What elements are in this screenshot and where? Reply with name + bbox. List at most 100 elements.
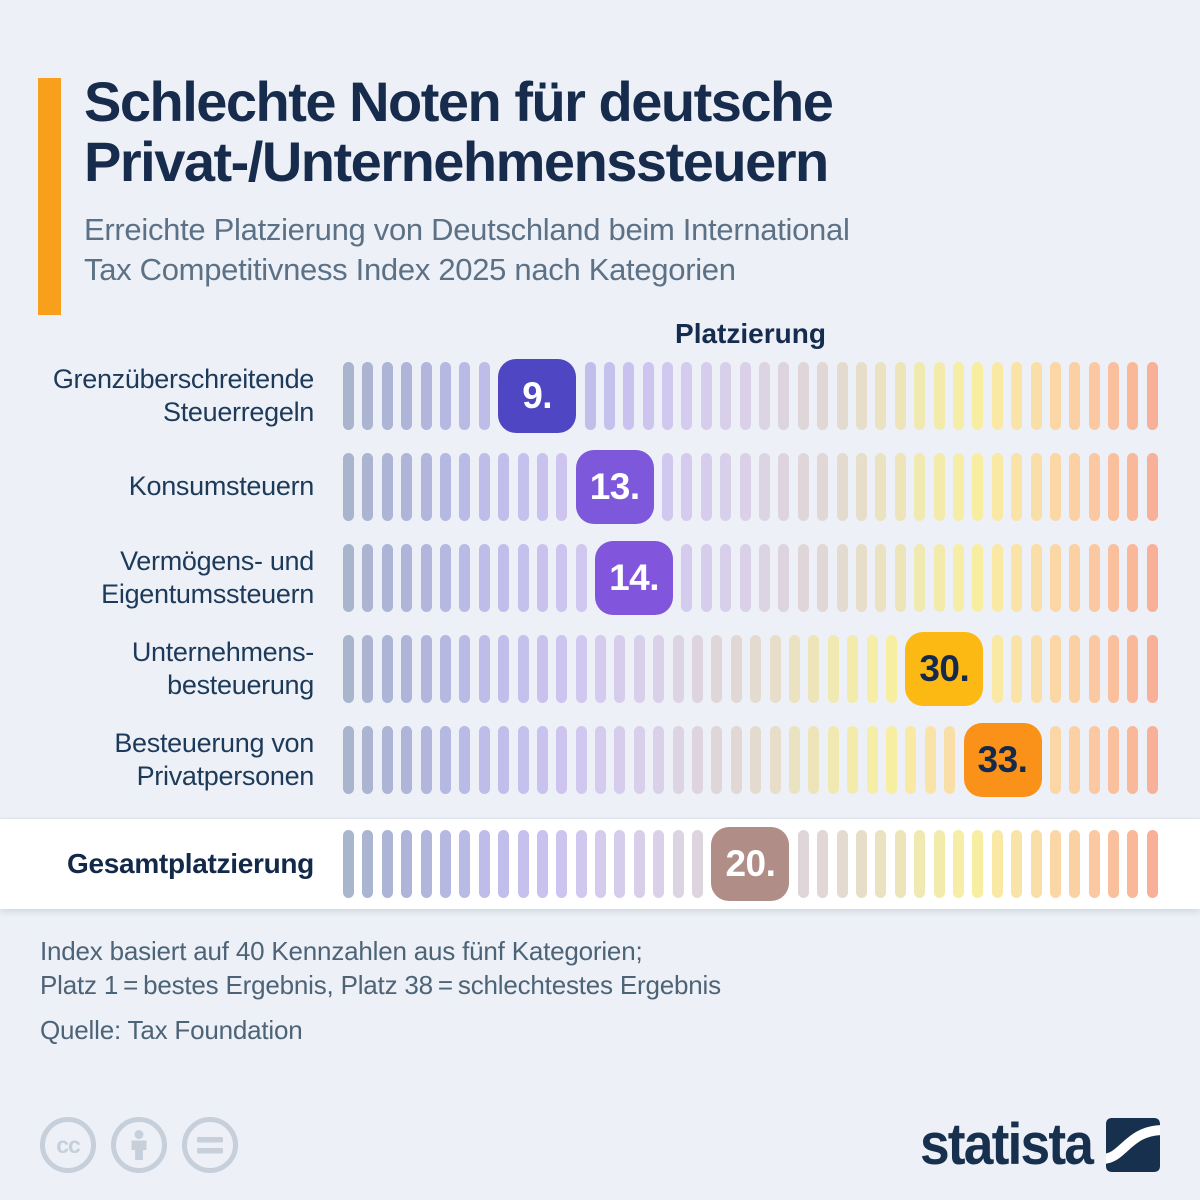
scale-pill [700, 543, 712, 612]
scale-pill [556, 543, 568, 612]
scale-pill [1146, 725, 1158, 794]
scale-pill [459, 361, 471, 430]
scale-pill [991, 452, 1003, 521]
scale-pill [420, 543, 432, 612]
scale-pill [459, 634, 471, 703]
scale-pill [836, 543, 848, 612]
row-label-line: Konsumsteuern [128, 471, 315, 502]
scale-pill [972, 543, 984, 612]
row-label: Unternehmens-besteuerung [0, 636, 330, 702]
scale-pill [720, 543, 732, 612]
scale-pill [1108, 830, 1120, 899]
scale-pill [575, 543, 587, 612]
row-label-line: Gesamtplatzierung [67, 848, 314, 880]
footnote-line-1: Index basiert auf 40 Kennzahlen aus fünf… [40, 936, 643, 967]
scale-pill [1069, 361, 1081, 430]
footnote-line-2: Platz 1 = bestes Ergebnis, Platz 38 = sc… [40, 970, 721, 1001]
scale-pill [847, 634, 859, 703]
scale-pill [536, 543, 548, 612]
chart-row: Unternehmens-besteuerung 30. [0, 623, 1200, 714]
rank-chart: Platzierung Grenzüberschreitende Steuerre… [0, 318, 1200, 910]
scale-pill [933, 361, 945, 430]
license-icons: cc [40, 1117, 238, 1173]
scale-pill [914, 543, 926, 612]
scale-pill [1108, 634, 1120, 703]
scale-pill [1108, 543, 1120, 612]
scale-pill [536, 634, 548, 703]
scale-pill [914, 361, 926, 430]
cc-icon-label: cc [56, 1131, 81, 1158]
scale-pill [1127, 452, 1139, 521]
scale-pill [847, 725, 859, 794]
cc-icon: cc [40, 1117, 96, 1173]
scale-pill [1146, 361, 1158, 430]
statista-logo-text: statista [919, 1112, 1094, 1177]
scale-pill [681, 361, 693, 430]
scale-pill [1049, 452, 1061, 521]
scale-pill [614, 725, 626, 794]
scale-pill [778, 361, 790, 430]
scale-pill [1108, 452, 1120, 521]
scale-pill [817, 543, 829, 612]
scale-pill [924, 725, 936, 794]
scale-pill [584, 361, 596, 430]
scale-pill [362, 725, 374, 794]
scale-pill [362, 361, 374, 430]
scale-pill [1011, 452, 1023, 521]
scale-pill [1069, 830, 1081, 899]
scale-pill [1069, 543, 1081, 612]
scale-pill [991, 634, 1003, 703]
scale-pill [1030, 543, 1042, 612]
scale-pill [808, 634, 820, 703]
scale-pill [817, 830, 829, 899]
scale-pill [1127, 725, 1139, 794]
scale-pill [633, 725, 645, 794]
scale-pill [875, 361, 887, 430]
scale-pill [681, 452, 693, 521]
scale-pill [972, 830, 984, 899]
chart-row: Besteuerung von Privatpersonen 33. [0, 714, 1200, 805]
row-label-line: Grenzüberschreitende [52, 363, 314, 394]
rank-badge: 9. [498, 358, 577, 433]
scale-pill [420, 634, 432, 703]
scale-pill [459, 725, 471, 794]
scale-pill [788, 725, 800, 794]
scale-pill [517, 634, 529, 703]
scale-pill [972, 361, 984, 430]
scale-pill [662, 361, 674, 430]
rank-strip: 14. [343, 540, 1158, 615]
scale-pill [603, 361, 615, 430]
scale-pill [914, 452, 926, 521]
scale-pill [536, 830, 548, 899]
accent-bar [38, 78, 61, 315]
scale-pill [739, 543, 751, 612]
scale-pill [1088, 830, 1100, 899]
scale-pill [836, 830, 848, 899]
scale-pill [1049, 361, 1061, 430]
scale-pill [478, 830, 490, 899]
scale-pill [1049, 543, 1061, 612]
chart-rows: Grenzüberschreitende Steuerregeln 9. Konsum… [0, 350, 1200, 910]
rank-badge: 20. [711, 827, 790, 902]
scale-pill [1011, 634, 1023, 703]
scale-pill [739, 361, 751, 430]
scale-pill [944, 725, 956, 794]
scale-pill [797, 543, 809, 612]
scale-pill [827, 634, 839, 703]
scale-pill [343, 452, 354, 521]
scale-pill [1069, 725, 1081, 794]
scale-pill [991, 361, 1003, 430]
scale-pill [855, 543, 867, 612]
scale-pill [827, 725, 839, 794]
scale-pill [439, 830, 451, 899]
rank-strip: 30. [343, 631, 1158, 706]
scale-pill [439, 361, 451, 430]
scale-pill [459, 452, 471, 521]
scale-pill [1108, 361, 1120, 430]
scale-pill [595, 725, 607, 794]
scale-pill [885, 725, 897, 794]
scale-pill [905, 725, 917, 794]
rank-badge: 30. [905, 631, 984, 706]
scale-pill [401, 830, 413, 899]
scale-pill [623, 361, 635, 430]
